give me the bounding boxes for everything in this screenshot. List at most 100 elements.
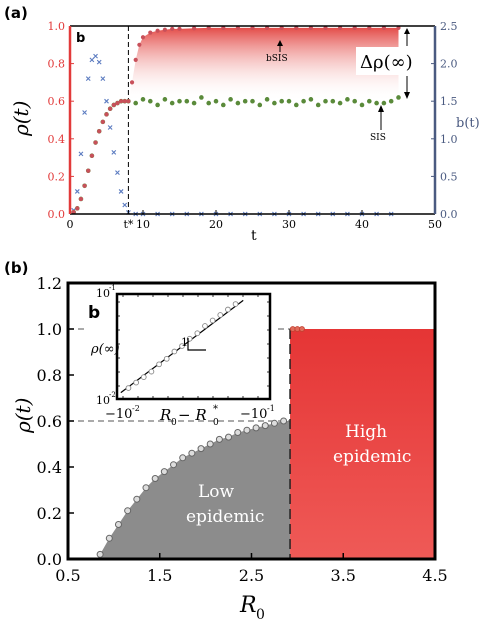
inset-marker [148,368,155,375]
inset-frame [115,292,272,401]
low-marker [179,454,187,462]
bsis-marker [221,25,226,30]
sis-marker [242,98,248,104]
inset-marker [202,323,208,329]
a-delta-arrowhead-bottom [404,92,410,99]
high-label-1: High [345,422,387,442]
inset-x-title-mid: − R [178,406,207,424]
a-x-tick-label: 30 [282,218,296,231]
bsis-marker [126,99,131,104]
a-gap-fill [128,27,399,102]
inset-marker [125,385,132,391]
b-series-marker [122,202,128,208]
low-label-1: Low [198,482,235,502]
a-delta-box [356,47,418,75]
bsis-marker [192,26,197,31]
inset-marker [194,330,201,337]
inset-ytick-top-exp: -1 [109,284,116,292]
bsis-marker [100,119,105,124]
sis-marker [294,102,299,108]
b-series-marker [107,125,113,130]
a-right-title: b(t) [456,116,480,131]
inset: b ρ(∞) 10 -1 10 -2 1 −10 -2 R 0 − R 0 * … [86,284,276,428]
b-y-tick-label: 0.6 [37,412,62,431]
a-x-tick-label: 50 [428,218,442,231]
inset-xtick-right-exp: -1 [267,404,275,413]
sis-marker [279,98,285,104]
bsis-marker [71,210,76,215]
low-marker [96,550,104,558]
sis-marker [301,98,306,104]
b-frame [66,281,437,561]
a-x-tick-label: 0 [67,218,74,231]
bsis-marker [308,25,313,30]
low-marker [188,449,196,457]
low-marker [105,534,113,542]
low-marker [234,429,242,436]
b-series-marker [82,110,87,115]
sis-marker [264,97,270,102]
bsis-marker [338,25,343,30]
bsis-marker [122,99,127,104]
a-x-tick-label: 40 [355,218,369,231]
a-delta-arrowhead-top [404,28,410,34]
a-sis-arrowhead [378,105,384,112]
inset-ytick-top: 10 [96,287,110,300]
b-series-marker [78,151,84,157]
low-marker [170,461,178,469]
a-y-tick-label: 0.0 [48,208,66,221]
inset-x-title: R [159,406,171,424]
bsis-marker [89,153,94,158]
bsis-marker [396,25,401,30]
low-epidemic-region [100,421,291,559]
low-marker [270,419,278,427]
bsis-marker [108,106,113,111]
panel-b: (b) 0.5 1.5 2.5 3.5 4.5 0.0 0.2 0.4 0.6 0.8 1.0 1.2… [4,259,448,623]
a-x-tick-label: 20 [209,218,223,231]
b-x-title-sub: 0 [256,607,265,623]
panel-a-label: (a) [4,4,28,22]
sis-marker [337,100,343,106]
inset-slope-label: 1 [181,336,188,349]
high-epidemic-region [290,329,435,559]
low-marker [133,495,141,503]
sis-marker [228,97,233,102]
bsis-marker [279,25,284,30]
inset-x-title-sub2: 0 [213,418,219,428]
a-y-tick-label: 0.8 [48,58,66,71]
b-y-tick-label: 0.4 [37,458,62,477]
b-x-tick-label: 1.5 [147,566,172,585]
sis-marker [177,98,182,104]
b-series-marker [93,53,98,59]
sis-marker [133,100,138,106]
sis-marker [199,95,204,100]
low-label-2: epidemic [186,507,264,527]
b-x-tick-label: 3.5 [331,566,356,585]
bsis-marker [111,102,116,108]
low-marker [197,445,205,453]
bsis-marker [140,35,146,40]
inset-ytick-bottom: 10 [96,394,110,407]
sis-marker [148,98,153,104]
low-marker [243,426,251,434]
b-series-marker [100,76,106,82]
low-marker [215,435,223,443]
b-series-marker [111,149,117,155]
sis-marker [367,98,372,104]
bsis-marker [82,183,87,188]
sis-marker [191,100,197,106]
bsis-marker [294,25,299,30]
sis-marker [308,97,314,102]
sis-marker [250,98,255,104]
low-marker [206,440,214,448]
bsis-marker [381,25,386,30]
low-marker [160,468,168,476]
low-marker [114,521,122,528]
inset-marker [225,306,231,313]
inset-x-title-sub: 0 [171,418,177,428]
inset-xtick-left-exp: -2 [132,404,140,413]
b-series-marker [85,76,91,82]
sis-marker [162,97,168,102]
bsis-marker [78,196,84,202]
bsis-marker [129,80,135,85]
